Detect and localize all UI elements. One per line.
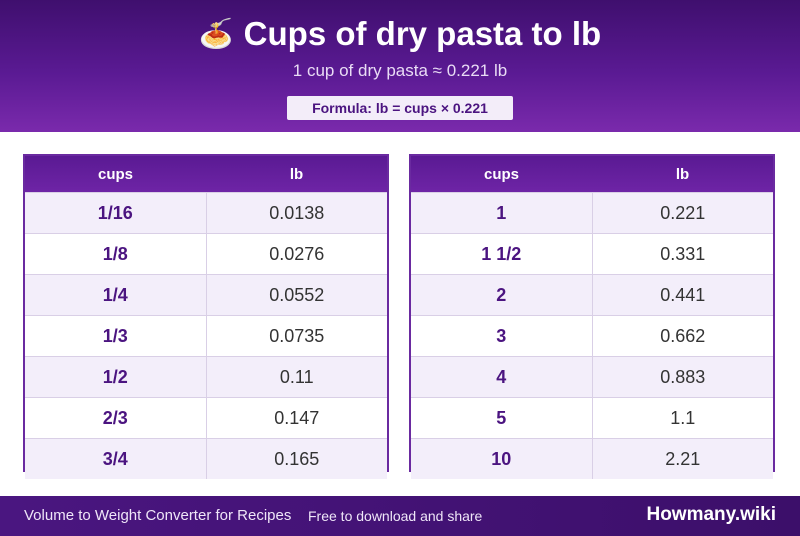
lb-cell: 0.883 <box>660 366 706 387</box>
table-row: 1/2 0.11 <box>25 356 387 397</box>
cups-cell: 2/3 <box>25 398 207 438</box>
cups-cell: 1/8 <box>25 234 207 274</box>
lb-cell: 0.0276 <box>269 243 325 264</box>
cups-cell: 4 <box>411 357 593 397</box>
lb-cell: 0.11 <box>279 366 314 387</box>
column-header-cups: cups <box>483 165 519 183</box>
lb-cell: 0.165 <box>274 448 320 469</box>
lb-cell: 0.0552 <box>269 284 325 305</box>
table-row: 2/3 0.147 <box>25 397 387 438</box>
cups-cell: 5 <box>411 398 593 438</box>
lb-cell: 1.1 <box>670 407 696 428</box>
brand-logo[interactable]: Howmany.wiki <box>646 504 776 525</box>
spaghetti-icon: 🍝 <box>198 18 234 49</box>
table-row: 4 0.883 <box>411 356 773 397</box>
table-row: 10 2.21 <box>411 438 773 479</box>
cups-cell: 1/16 <box>25 193 207 233</box>
formula-box: Formula: lb = cups × 0.221 <box>287 96 513 120</box>
cups-cell: 10 <box>411 439 593 479</box>
cups-cell: 2 <box>411 275 593 315</box>
header-banner: 🍝 Cups of dry pasta to lb 1 cup of dry pa… <box>0 0 800 132</box>
footer-share-note: Free to download and share <box>308 508 483 524</box>
table-header: cups lb <box>25 156 387 192</box>
table-row: 3/4 0.165 <box>25 438 387 479</box>
table-body: 1 0.221 1 1/2 0.331 2 0.441 3 0.662 4 0.883 5… <box>411 192 773 479</box>
table-row: 3 0.662 <box>411 315 773 356</box>
column-header-lb: lb <box>289 165 304 183</box>
table-row: 5 1.1 <box>411 397 773 438</box>
table-row: 1/8 0.0276 <box>25 233 387 274</box>
conversion-table-right: cups lb 1 0.221 1 1/2 0.331 2 0.441 3 0.662 … <box>409 154 775 479</box>
table-header: cups lb <box>411 156 773 192</box>
cups-cell: 1/2 <box>25 357 207 397</box>
table-row: 1 0.221 <box>411 192 773 233</box>
lb-cell: 0.662 <box>660 325 706 346</box>
cups-cell: 1 <box>411 193 593 233</box>
cups-cell: 1/4 <box>25 275 207 315</box>
page-title: 🍝 Cups of dry pasta to lb <box>0 14 800 54</box>
cups-cell: 1/3 <box>25 316 207 356</box>
cups-cell: 3/4 <box>25 439 207 479</box>
table-row: 2 0.441 <box>411 274 773 315</box>
table-row: 1 1/2 0.331 <box>411 233 773 274</box>
lb-cell: 2.21 <box>665 448 701 469</box>
table-body: 1/16 0.0138 1/8 0.0276 1/4 0.0552 1/3 0.0735… <box>25 192 387 479</box>
column-header-cups: cups <box>97 165 133 183</box>
table-row: 1/16 0.0138 <box>25 192 387 233</box>
lb-cell: 0.147 <box>274 407 320 428</box>
cups-cell: 3 <box>411 316 593 356</box>
page-title-text: Cups of dry pasta to lb <box>243 15 602 52</box>
lb-cell: 0.331 <box>660 243 706 264</box>
column-header-lb: lb <box>675 165 690 183</box>
footer-tagline: Volume to Weight Converter for Recipes <box>24 507 292 524</box>
page-subtitle: 1 cup of dry pasta ≈ 0.221 lb <box>292 61 508 80</box>
table-row: 1/4 0.0552 <box>25 274 387 315</box>
table-row: 1/3 0.0735 <box>25 315 387 356</box>
cups-cell: 1 1/2 <box>411 234 593 274</box>
lb-cell: 0.221 <box>660 202 706 223</box>
lb-cell: 0.0138 <box>269 202 325 223</box>
lb-cell: 0.441 <box>660 284 706 305</box>
footer-bar: Volume to Weight Converter for Recipes F… <box>0 496 800 536</box>
conversion-table-left: cups lb 1/16 0.0138 1/8 0.0276 1/4 0.0552 1… <box>23 154 389 479</box>
lb-cell: 0.0735 <box>269 325 325 346</box>
